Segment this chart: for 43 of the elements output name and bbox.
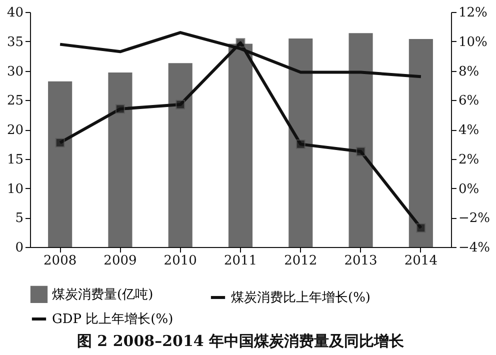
y-tick-label: 30 [6, 64, 24, 80]
y-tick-label: 5 [15, 211, 24, 226]
x-tick-label: 2008 [44, 254, 77, 268]
y2-tick-label: 2% [458, 152, 480, 168]
bar [168, 63, 192, 247]
y2-tick-label: 12% [458, 6, 488, 20]
y-tick-label: 15 [6, 152, 24, 168]
point [416, 223, 426, 233]
point [296, 140, 306, 149]
x-tick-label: 2014 [404, 254, 438, 268]
x-tick-label: 2009 [104, 254, 137, 268]
legend-label: GDP 比上年增长(%) [52, 312, 174, 327]
y-tick-label: 20 [6, 123, 24, 138]
y-tick-label: 35 [6, 34, 24, 50]
x-tick-label: 2011 [224, 254, 258, 268]
y2-tick-label: 8% [458, 64, 480, 80]
y2-tick-label: 10% [458, 34, 488, 50]
text: 图 2 2008–2014 年中国煤炭消费量及同比增长 [76, 332, 406, 350]
y-tick-label: 40 [6, 6, 24, 20]
bar [228, 44, 253, 247]
x-tick-label: 2012 [284, 254, 318, 268]
legend-label: 煤炭消费量(亿吨) [52, 287, 154, 302]
y2-tick-label: 4% [458, 123, 480, 138]
y2-tick-label: 6% [458, 94, 480, 109]
y2-tick-label: 0% [458, 182, 480, 197]
point [236, 38, 246, 48]
y2-tick-label: −4% [458, 240, 490, 256]
y-tick-label: 0 [15, 240, 24, 256]
legend-label: 煤炭消费比上年增长(%) [231, 290, 370, 306]
bar [408, 39, 433, 247]
bar [348, 33, 373, 247]
point [55, 138, 65, 148]
point [356, 146, 366, 156]
y-tick-label: 10 [6, 182, 24, 197]
point [176, 100, 186, 110]
point [116, 104, 125, 114]
x-tick-label: 2013 [344, 254, 378, 268]
bar [288, 38, 313, 247]
y2-tick-label: −2% [458, 211, 490, 226]
x-tick-label: 2010 [164, 254, 197, 268]
y-tick-label: 25 [6, 94, 24, 109]
bar [48, 81, 72, 247]
bar [108, 72, 132, 247]
